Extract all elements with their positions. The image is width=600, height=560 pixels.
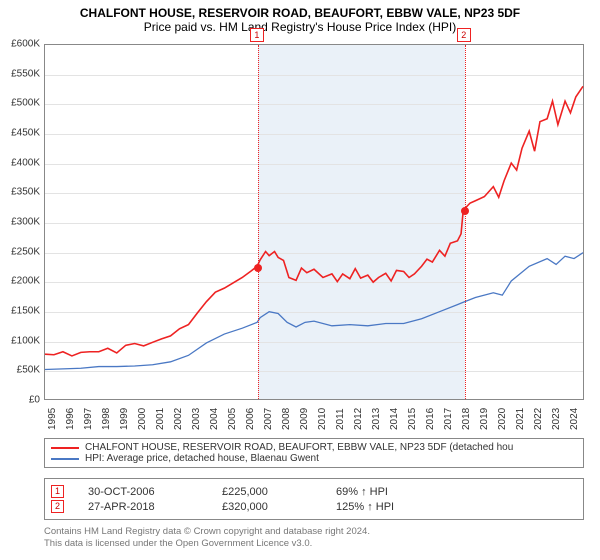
- x-axis-tick-label: 1999: [119, 408, 130, 430]
- x-axis-tick-label: 1996: [65, 408, 76, 430]
- y-axis-tick-label: £400K: [4, 157, 40, 168]
- sale-date: 30-OCT-2006: [88, 486, 198, 498]
- x-axis-tick-label: 2009: [299, 408, 310, 430]
- sale-hpi-pct: 69% ↑ HPI: [336, 486, 388, 498]
- sale-marker-box: 1: [250, 28, 264, 42]
- y-axis-tick-label: £300K: [4, 217, 40, 228]
- x-axis-tick-label: 2016: [425, 408, 436, 430]
- sale-price: £320,000: [222, 501, 312, 513]
- x-axis-tick-label: 2002: [173, 408, 184, 430]
- x-axis-tick-label: 2018: [461, 408, 472, 430]
- legend-row: CHALFONT HOUSE, RESERVOIR ROAD, BEAUFORT…: [51, 442, 577, 453]
- x-axis-tick-label: 2022: [533, 408, 544, 430]
- series-line-price_paid: [45, 86, 583, 356]
- legend-row: HPI: Average price, detached house, Blae…: [51, 453, 577, 464]
- y-axis-tick-label: £250K: [4, 246, 40, 257]
- x-axis-tick-label: 2021: [515, 408, 526, 430]
- y-axis-tick-label: £50K: [4, 365, 40, 376]
- page-subtitle: Price paid vs. HM Land Registry's House …: [0, 20, 600, 38]
- sale-price: £225,000: [222, 486, 312, 498]
- x-axis-tick-label: 2006: [245, 408, 256, 430]
- sale-marker-box: 2: [457, 28, 471, 42]
- sale-index-box: 2: [51, 500, 64, 513]
- sale-row: 1 30-OCT-2006 £225,000 69% ↑ HPI: [51, 484, 577, 499]
- sale-marker-line: [258, 45, 259, 399]
- y-axis-tick-label: £500K: [4, 98, 40, 109]
- sale-row: 2 27-APR-2018 £320,000 125% ↑ HPI: [51, 499, 577, 514]
- sale-marker-line: [465, 45, 466, 399]
- attribution-line2: This data is licensed under the Open Gov…: [44, 538, 584, 550]
- x-axis-tick-label: 2011: [335, 408, 346, 430]
- legend-label: HPI: Average price, detached house, Blae…: [85, 453, 319, 464]
- x-axis-tick-label: 2000: [137, 408, 148, 430]
- x-axis-tick-label: 2001: [155, 408, 166, 430]
- y-axis-tick-label: £550K: [4, 68, 40, 79]
- legend-label: CHALFONT HOUSE, RESERVOIR ROAD, BEAUFORT…: [85, 442, 513, 453]
- x-axis-tick-label: 2024: [569, 408, 580, 430]
- x-axis-tick-label: 2005: [227, 408, 238, 430]
- attribution-text: Contains HM Land Registry data © Crown c…: [44, 526, 584, 551]
- x-axis-tick-label: 2012: [353, 408, 364, 430]
- sales-box: 1 30-OCT-2006 £225,000 69% ↑ HPI 2 27-APR-201…: [44, 478, 584, 520]
- y-axis-tick-label: £450K: [4, 128, 40, 139]
- y-axis-tick-label: £200K: [4, 276, 40, 287]
- y-axis-tick-label: £350K: [4, 187, 40, 198]
- legend-swatch: [51, 458, 79, 460]
- sale-date: 27-APR-2018: [88, 501, 198, 513]
- x-axis-tick-label: 1998: [101, 408, 112, 430]
- x-axis-tick-label: 2014: [389, 408, 400, 430]
- y-axis-tick-label: £0: [4, 395, 40, 406]
- x-axis-tick-label: 2013: [371, 408, 382, 430]
- page-title: CHALFONT HOUSE, RESERVOIR ROAD, BEAUFORT…: [0, 0, 600, 20]
- legend-swatch: [51, 447, 79, 449]
- chart-plot-area: [44, 44, 584, 400]
- x-axis-tick-label: 1997: [83, 408, 94, 430]
- attribution-line1: Contains HM Land Registry data © Crown c…: [44, 526, 584, 538]
- y-axis-tick-label: £100K: [4, 335, 40, 346]
- x-axis-tick-label: 2015: [407, 408, 418, 430]
- chart-lines: [45, 45, 583, 399]
- legend-box: CHALFONT HOUSE, RESERVOIR ROAD, BEAUFORT…: [44, 438, 584, 468]
- x-axis-tick-label: 2023: [551, 408, 562, 430]
- x-axis-tick-label: 2003: [191, 408, 202, 430]
- sale-hpi-pct: 125% ↑ HPI: [336, 501, 394, 513]
- sale-marker-point: [254, 264, 262, 272]
- x-axis-tick-label: 2017: [443, 408, 454, 430]
- y-axis-tick-label: £600K: [4, 39, 40, 50]
- x-axis-tick-label: 2004: [209, 408, 220, 430]
- x-axis-tick-label: 2008: [281, 408, 292, 430]
- x-axis-tick-label: 1995: [47, 408, 58, 430]
- x-axis-tick-label: 2007: [263, 408, 274, 430]
- x-axis-tick-label: 2020: [497, 408, 508, 430]
- y-axis-tick-label: £150K: [4, 306, 40, 317]
- sale-marker-point: [461, 207, 469, 215]
- x-axis-tick-label: 2019: [479, 408, 490, 430]
- sale-index-box: 1: [51, 485, 64, 498]
- x-axis-tick-label: 2010: [317, 408, 328, 430]
